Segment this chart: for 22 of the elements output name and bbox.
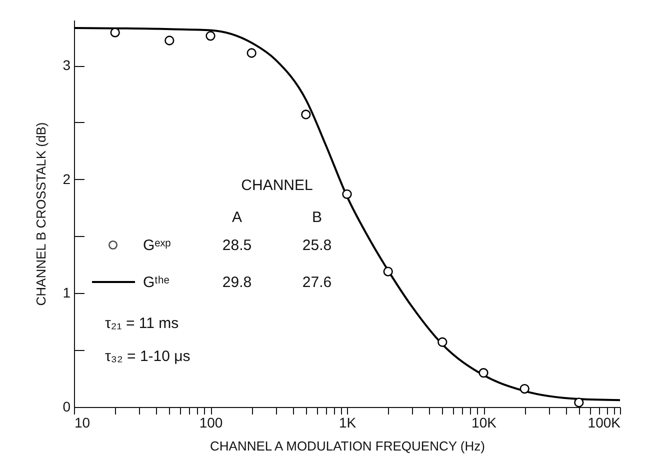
x-tick-label: 10K — [472, 414, 498, 430]
y-tick-label: 3 — [62, 57, 71, 74]
annotation: τ₃₂ = 1-10 μs — [105, 348, 190, 365]
y-tick-label: 0 — [62, 398, 71, 414]
y-axis-title: CHANNEL B CROSSTALK (dB) — [34, 122, 49, 306]
annotation: 27.6 — [302, 274, 332, 291]
annotation: 28.5 — [222, 237, 252, 254]
x-tick-label: 100K — [588, 414, 622, 430]
legend-label: Gᵉˣᵖ — [143, 237, 172, 254]
y-tick-label: 2 — [62, 170, 71, 187]
legend-label: Gᵗʰᵉ — [143, 274, 170, 291]
annotation: CHANNEL — [241, 177, 313, 194]
x-tick-label: 1K — [338, 414, 357, 430]
x-tick-label: 100 — [199, 414, 223, 430]
annotation: A — [232, 209, 242, 226]
annotation: B — [312, 209, 322, 226]
annotation: 29.8 — [222, 274, 252, 291]
annotation: τ₂₁ = 11 ms — [105, 315, 179, 332]
x-axis-title: CHANNEL A MODULATION FREQUENCY (Hz) — [210, 438, 485, 454]
x-tick-label: 10 — [74, 414, 90, 430]
annotation: 25.8 — [302, 237, 332, 254]
y-tick-label: 1 — [62, 284, 71, 301]
